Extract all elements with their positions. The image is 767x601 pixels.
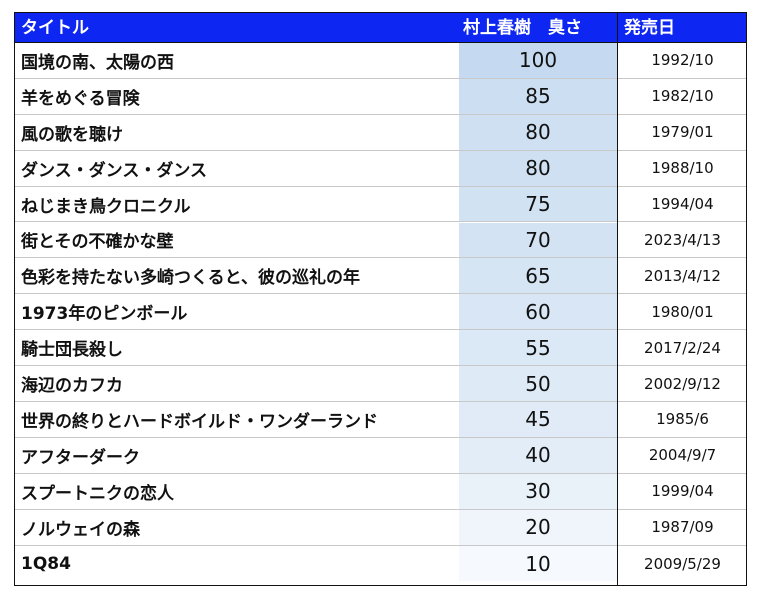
title-cell: ノルウェイの森 — [21, 519, 140, 540]
score-cell: 80 — [525, 120, 551, 145]
table-row: スプートニクの恋人 30 1999/04 — [15, 473, 746, 510]
score-heat-fill — [459, 330, 617, 366]
table-row: 1973年のピンボール 60 1980/01 — [15, 294, 746, 331]
table-row: ダンス・ダンス・ダンス 80 1988/10 — [15, 150, 746, 187]
release-date-cell: 2002/9/12 — [644, 374, 721, 393]
release-date-cell: 1980/01 — [651, 302, 714, 321]
score-heat-fill — [459, 402, 617, 437]
title-cell: 1973年のピンボール — [21, 304, 188, 325]
score-heat-fill — [459, 437, 617, 473]
score-heat-fill — [459, 150, 617, 186]
score-heat-fill — [459, 473, 617, 509]
score-cell: 100 — [518, 48, 558, 73]
score-cell: 85 — [525, 84, 551, 109]
table-row: 騎士団長殺し 55 2017/2/24 — [15, 330, 746, 367]
title-cell: アフターダーク — [21, 447, 140, 468]
table-row: 海辺のカフカ 50 2002/9/12 — [15, 366, 746, 402]
header-score: 村上春樹 臭さ — [463, 18, 582, 38]
title-cell: ねじまき鳥クロニクル — [21, 196, 191, 217]
release-date-cell: 1994/04 — [651, 195, 714, 214]
table-row: 世界の終りとハードボイルド・ワンダーランド 45 1985/6 — [15, 402, 746, 438]
title-cell: ダンス・ダンス・ダンス — [21, 160, 207, 181]
score-heat-fill — [459, 43, 617, 78]
score-cell: 70 — [525, 227, 551, 252]
score-heat-fill — [459, 114, 617, 150]
score-heat-fill — [459, 78, 617, 114]
title-cell: 風の歌を聴け — [21, 124, 123, 145]
header-row: タイトル 村上春樹 臭さ 発売日 — [15, 13, 746, 43]
title-cell: 色彩を持たない多崎つくると、彼の巡礼の年 — [21, 268, 360, 289]
score-cell: 65 — [525, 263, 551, 288]
score-cell: 10 — [525, 551, 551, 576]
release-date-cell: 2004/9/7 — [648, 446, 717, 465]
release-date-cell: 2023/4/13 — [644, 230, 721, 249]
release-date-cell: 1992/10 — [651, 51, 714, 70]
release-date-cell: 1979/01 — [651, 123, 714, 142]
title-cell: 海辺のカフカ — [21, 376, 123, 397]
table-row: 色彩を持たない多崎つくると、彼の巡礼の年 65 2013/4/12 — [15, 258, 746, 295]
table-row: 羊をめぐる冒険 85 1982/10 — [15, 78, 746, 115]
table-row: 街とその不確かな壁 70 2023/4/13 — [15, 222, 746, 259]
table-row: 風の歌を聴け 80 1979/01 — [15, 114, 746, 151]
release-date-cell: 1988/10 — [651, 159, 714, 178]
header-release-date: 発売日 — [624, 18, 675, 38]
score-cell: 50 — [525, 371, 551, 396]
score-heat-fill — [459, 509, 617, 545]
title-cell: 羊をめぐる冒険 — [21, 88, 140, 109]
score-heat-fill — [459, 545, 617, 582]
spreadsheet-table: タイトル 村上春樹 臭さ 発売日 国境の南、太陽の西 100 1992/10 羊をめぐ… — [14, 12, 747, 586]
release-date-cell: 1987/09 — [651, 518, 714, 537]
score-cell: 45 — [525, 407, 551, 432]
score-heat-fill — [459, 186, 617, 222]
score-heat-fill — [459, 294, 617, 330]
release-date-cell: 2017/2/24 — [644, 338, 721, 357]
score-heat-fill — [459, 222, 617, 258]
score-cell: 80 — [525, 156, 551, 181]
score-cell: 30 — [525, 479, 551, 504]
release-date-cell: 1982/10 — [651, 87, 714, 106]
title-cell: 騎士団長殺し — [21, 340, 123, 361]
title-cell: スプートニクの恋人 — [21, 483, 174, 504]
table-row: ノルウェイの森 20 1987/09 — [15, 509, 746, 546]
title-cell: 国境の南、太陽の西 — [21, 52, 174, 73]
score-cell: 40 — [525, 443, 551, 468]
score-cell: 55 — [525, 335, 551, 360]
title-cell: 世界の終りとハードボイルド・ワンダーランド — [21, 411, 378, 432]
table-row: ねじまき鳥クロニクル 75 1994/04 — [15, 186, 746, 223]
score-heat-fill — [459, 366, 617, 401]
release-date-cell: 2009/5/29 — [644, 554, 721, 573]
title-cell: 街とその不確かな壁 — [21, 232, 174, 253]
score-cell: 20 — [525, 515, 551, 540]
table-row: アフターダーク 40 2004/9/7 — [15, 437, 746, 474]
release-date-cell: 1985/6 — [656, 410, 709, 429]
score-cell: 60 — [525, 299, 551, 324]
header-title: タイトル — [21, 18, 89, 38]
column-divider — [617, 13, 618, 585]
table-row: 1Q84 10 2009/5/29 — [15, 545, 746, 582]
table-row: 国境の南、太陽の西 100 1992/10 — [15, 43, 746, 79]
score-heat-fill — [459, 258, 617, 294]
title-cell: 1Q84 — [21, 553, 71, 574]
release-date-cell: 1999/04 — [651, 482, 714, 501]
score-cell: 75 — [525, 192, 551, 217]
release-date-cell: 2013/4/12 — [644, 266, 721, 285]
